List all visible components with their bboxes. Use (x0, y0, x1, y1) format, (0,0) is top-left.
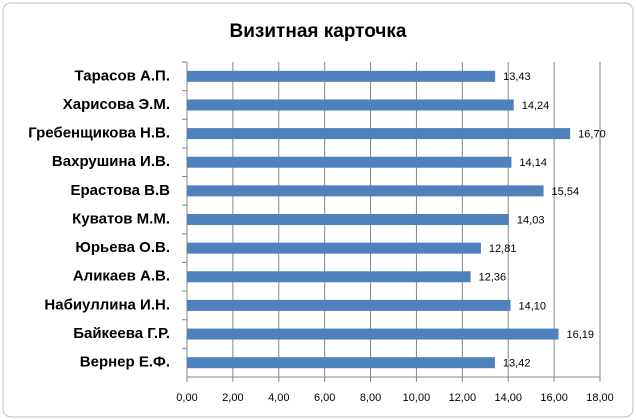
x-tick-label: 16,00 (540, 392, 568, 404)
bar (187, 299, 511, 311)
x-tick-label: 0,00 (176, 392, 197, 404)
y-tick-label: Гребенщикова Н.В. (28, 125, 170, 142)
y-tick-label: Куватов М.М. (72, 210, 170, 227)
x-tick-label: 12,00 (449, 392, 477, 404)
x-tick-label: 18,00 (586, 392, 614, 404)
x-tick-label: 4,00 (268, 392, 289, 404)
bar (187, 70, 496, 82)
y-tick-label: Ерастова В.В (70, 182, 170, 199)
value-label: 15,54 (552, 186, 580, 198)
value-label: 16,19 (566, 329, 594, 341)
x-tick-label: 10,00 (403, 392, 431, 404)
x-tick-label: 14,00 (494, 392, 522, 404)
bar (187, 214, 509, 225)
value-label: 12,81 (489, 243, 517, 255)
chart-title: Визитная карточка (230, 21, 407, 42)
y-tick-label: Набиуллина И.Н. (44, 296, 170, 313)
value-label: 14,14 (519, 157, 547, 169)
value-label: 14,03 (517, 214, 545, 226)
value-label: 13,43 (503, 71, 531, 83)
bar (187, 271, 471, 283)
bar (187, 128, 571, 140)
y-tick-label: Харисова Э.М. (63, 96, 170, 113)
value-label: 12,36 (479, 272, 507, 284)
y-tick-label: Тарасов А.П. (75, 67, 170, 84)
y-tick-label: Байкеева Г.Р. (73, 325, 170, 342)
bar (187, 185, 544, 197)
x-tick-label: 8,00 (360, 392, 381, 404)
bar (187, 156, 512, 168)
value-label: 14,10 (519, 300, 547, 312)
bar (187, 99, 514, 111)
value-label: 14,24 (522, 100, 550, 112)
x-tick-label: 2,00 (222, 392, 243, 404)
y-tick-label: Аликаев А.В. (73, 268, 170, 285)
y-tick-label: Вахрушина И.В. (52, 153, 170, 170)
y-tick-label: Вернер Е.Ф. (80, 354, 170, 371)
value-label: 16,70 (578, 128, 606, 140)
y-tick-label: Юрьева О.В. (75, 239, 170, 256)
bar (187, 242, 481, 254)
value-label: 13,42 (503, 358, 531, 370)
bar (187, 328, 559, 340)
x-tick-label: 6,00 (314, 392, 335, 404)
bar (187, 357, 495, 369)
